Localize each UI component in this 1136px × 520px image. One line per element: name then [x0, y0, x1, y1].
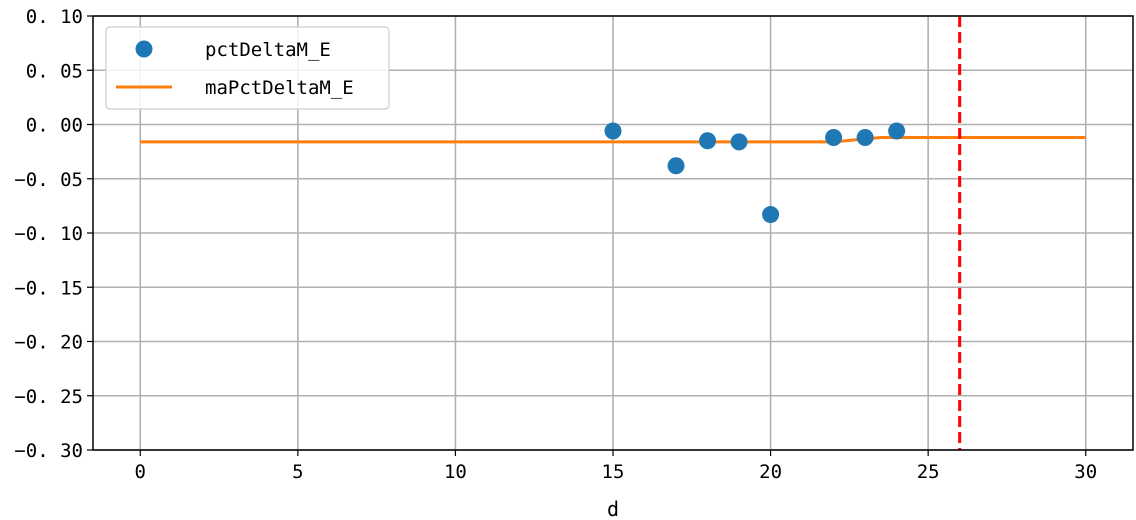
legend: pctDeltaM_E maPctDeltaM_E: [105, 26, 390, 110]
plot-area: [140, 16, 1086, 450]
y-tick-label: −0. 05: [14, 169, 83, 191]
data-point: [604, 122, 622, 140]
data-point: [888, 122, 906, 140]
y-tick-label: −0. 20: [14, 332, 83, 354]
x-tick-label: 10: [444, 461, 467, 483]
legend-box: [105, 26, 390, 110]
data-point: [856, 129, 874, 147]
x-tick-label: 15: [602, 461, 625, 483]
data-point: [699, 132, 717, 150]
axis-ticks: 0 5 10 15 20 25 30 0. 10 0. 05 0. 00 −0. 05 −0. 10 −…: [14, 6, 1097, 483]
x-tick-label: 0: [135, 461, 146, 483]
y-tick-label: −0. 10: [14, 223, 83, 245]
y-tick-label: 0. 10: [26, 6, 83, 28]
y-tick-label: −0. 25: [14, 386, 83, 408]
y-tick-label: 0. 05: [26, 60, 83, 82]
y-tick-label: −0. 30: [14, 440, 83, 462]
y-tick-label: −0. 15: [14, 277, 83, 299]
x-tick-label: 25: [917, 461, 940, 483]
x-axis-label: d: [607, 497, 619, 520]
legend-marker: [135, 40, 153, 58]
data-point: [667, 157, 685, 175]
y-tick-label: 0. 00: [26, 115, 83, 137]
x-tick-label: 30: [1074, 461, 1097, 483]
legend-label: pctDeltaM_E: [205, 39, 331, 61]
data-point: [825, 129, 843, 147]
x-tick-label: 5: [292, 461, 303, 483]
x-tick-label: 20: [759, 461, 782, 483]
data-point: [762, 206, 780, 224]
legend-label: maPctDeltaM_E: [205, 77, 354, 99]
data-point: [730, 133, 748, 151]
